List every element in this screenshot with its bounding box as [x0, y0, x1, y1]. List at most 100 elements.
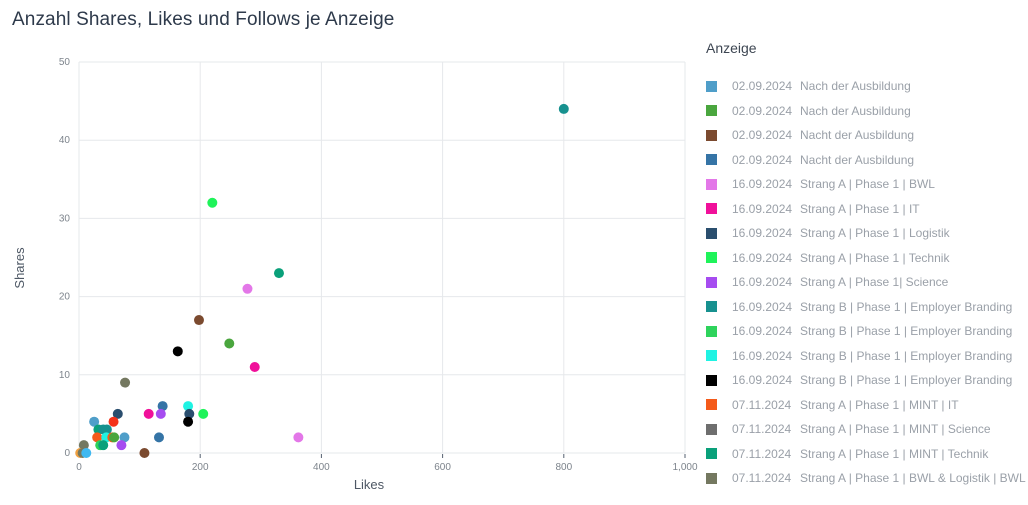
legend-date: 16.09.2024	[732, 177, 793, 192]
data-point[interactable]: 02.09.2024 Nach der Ausbildung — Likes: …	[119, 432, 130, 443]
legend-label: Strang A | Phase 1 | BWL	[800, 177, 935, 192]
legend-date: 16.09.2024	[732, 373, 793, 388]
legend-item[interactable]: 16.09.2024 Strang B | Phase 1 | Employer …	[706, 295, 1026, 320]
legend-label: Strang A | Phase 1 | MINT | Science	[800, 422, 991, 437]
legend-label: Strang A | Phase 1 | IT	[800, 201, 920, 216]
legend-label: Nacht der Ausbildung	[800, 152, 915, 167]
legend-label: Strang A | Phase 1 | Technik	[800, 250, 950, 265]
legend-item[interactable]: 07.11.2024 Strang A | Phase 1 | MINT | Te…	[706, 442, 1026, 467]
y-tick-label: 10	[59, 370, 71, 381]
legend-swatch-icon	[706, 227, 717, 239]
data-point[interactable]: 16.09.2024 Strang B | Phase 1 | Employer…	[172, 346, 183, 357]
legend-swatch-icon	[706, 472, 717, 484]
data-point[interactable]: 16.09.2024 Strang A | Phase 1 | Logistik…	[112, 408, 123, 419]
legend-date: 02.09.2024	[732, 79, 793, 94]
data-point[interactable]: 16.09.2024 Strang B | Phase 1 | Employer…	[101, 424, 112, 435]
legend-label: Strang B | Phase 1 | Employer Branding	[800, 299, 1013, 314]
legend-item[interactable]: 07.11.2024 Strang A | Phase 1 | MINT | Sc…	[706, 417, 1026, 442]
legend-label: Strang B | Phase 1 | Employer Branding	[800, 348, 1013, 363]
y-tick-label: 0	[64, 448, 70, 459]
data-point[interactable]: 02.09.2024 Nacht der Ausbildung — Likes:…	[153, 432, 164, 443]
scatter-plot: 0 10 20 30 40 50 0 200 400 600 800 1,000 Shares Li…	[12, 57, 698, 492]
legend-swatch-icon	[706, 448, 717, 460]
data-point[interactable]: 16.09.2024 Strang A | Phase 1| Science —…	[155, 408, 166, 419]
x-tick-label: 0	[76, 462, 82, 473]
x-tick-label: 600	[434, 462, 451, 473]
data-points: 16.09.2024 Strang B | Phase 1 | Employer…	[75, 103, 569, 458]
data-point[interactable]: Likes: 12, Shares: 0	[81, 448, 92, 458]
legend-date: 02.09.2024	[732, 152, 793, 167]
data-point[interactable]: 16.09.2024 Strang A | Phase 1| Science —…	[116, 440, 127, 451]
legend-swatch-icon	[706, 178, 717, 190]
legend-date: 02.09.2024	[732, 103, 793, 118]
data-point[interactable]: 16.09.2024 Strang A | Phase 1 | BWL — Li…	[293, 432, 304, 443]
legend-item[interactable]: 07.11.2024 Strang A | Phase 1 | BWL & Log…	[706, 466, 1026, 491]
legend-swatch-icon	[706, 374, 717, 386]
legend-date: 07.11.2024	[732, 397, 792, 412]
data-point[interactable]: 07.11.2024 Strang A | Phase 1 | MINT | I…	[92, 432, 103, 443]
legend-label: Strang B | Phase 1 | Employer Branding	[800, 324, 1013, 339]
legend-items: 02.09.2024 Nach der Ausbildung 02.09.2024 N…	[706, 74, 1026, 491]
data-point[interactable]: 02.09.2024 Nach der Ausbildung — Likes: …	[89, 416, 100, 427]
data-point[interactable]: 07.11.2024 Strang A | Phase 1 | MINT | T…	[273, 268, 284, 279]
data-point[interactable]: 07.11.2024 Strang A | Phase 1 | MINT | I…	[108, 416, 119, 427]
legend-item[interactable]: 16.09.2024 Strang A | Phase 1| Science	[706, 270, 1026, 295]
x-tick-label: 1,000	[672, 462, 697, 473]
legend-item[interactable]: 02.09.2024 Nach der Ausbildung	[706, 99, 1026, 124]
legend-item[interactable]: 07.11.2024 Strang A | Phase 1 | MINT | IT	[706, 393, 1026, 418]
data-point[interactable]: 16.09.2024 Strang B | Phase 1 | Employer…	[558, 103, 569, 114]
legend-date: 07.11.2024	[732, 446, 792, 461]
y-tick-label: 50	[59, 57, 71, 68]
x-axis-ticks: 0 200 400 600 800 1,000	[76, 454, 698, 473]
legend-item[interactable]: 02.09.2024 Nacht der Ausbildung	[706, 123, 1026, 148]
legend-swatch-icon	[706, 154, 717, 166]
legend-item[interactable]: 16.09.2024 Strang A | Phase 1 | BWL	[706, 172, 1026, 197]
legend-date: 07.11.2024	[732, 422, 792, 437]
legend-swatch-icon	[706, 325, 717, 337]
legend-swatch-icon	[706, 105, 717, 117]
legend-label: Strang A | Phase 1| Science	[800, 275, 949, 290]
data-point[interactable]: 02.09.2024 Nacht der Ausbildung — Likes:…	[139, 448, 150, 458]
legend-date: 16.09.2024	[732, 299, 793, 314]
y-tick-label: 30	[59, 213, 71, 224]
x-tick-label: 200	[192, 462, 209, 473]
data-point[interactable]: 16.09.2024 Strang B | Phase 1 | Employer…	[183, 401, 194, 412]
data-point[interactable]: 16.09.2024 Strang A | Phase 1 | Logistik…	[184, 408, 195, 419]
chart-title: Anzahl Shares, Likes und Follows je Anze…	[12, 9, 395, 30]
legend-label: Strang A | Phase 1 | MINT | IT	[800, 397, 959, 412]
legend-title: Anzeige	[706, 40, 757, 56]
legend-swatch-icon	[706, 276, 717, 288]
data-point[interactable]: 16.09.2024 Strang A | Phase 1 | Technik …	[207, 197, 218, 208]
data-point[interactable]: 02.09.2024 Nach der Ausbildung — Likes: …	[224, 338, 235, 349]
legend-label: Strang A | Phase 1 | BWL & Logistik | BW…	[800, 471, 1026, 486]
legend-date: 16.09.2024	[732, 226, 793, 241]
legend-item[interactable]: 16.09.2024 Strang A | Phase 1 | Technik	[706, 246, 1026, 271]
legend-date: 02.09.2024	[732, 128, 793, 143]
legend-swatch-icon	[706, 350, 717, 362]
legend-item[interactable]: 16.09.2024 Strang B | Phase 1 | Employer …	[706, 368, 1026, 393]
data-point[interactable]: 07.11.2024 Strang A | Phase 1 | BWL & Lo…	[120, 377, 131, 388]
data-point[interactable]: 02.09.2024 Nach der Ausbildung — Likes: …	[109, 432, 120, 443]
legend-item[interactable]: 16.09.2024 Strang B | Phase 1 | Employer …	[706, 344, 1026, 369]
x-tick-label: 400	[313, 462, 330, 473]
legend-swatch-icon	[706, 301, 717, 313]
legend-item[interactable]: 16.09.2024 Strang B | Phase 1 | Employer …	[706, 319, 1026, 344]
data-point[interactable]: 02.09.2024 Nacht der Ausbildung — Likes:…	[157, 401, 168, 412]
legend-item[interactable]: 02.09.2024 Nach der Ausbildung	[706, 74, 1026, 99]
data-point[interactable]: 16.09.2024 Strang A | Phase 1 | Technik …	[198, 408, 209, 419]
data-point[interactable]: 07.11.2024 Strang A | Phase 1 | BWL & Lo…	[78, 440, 89, 451]
legend-item[interactable]: 16.09.2024 Strang A | Phase 1 | IT	[706, 197, 1026, 222]
y-axis-ticks: 0 10 20 30 40 50	[59, 57, 71, 459]
data-point[interactable]: 16.09.2024 Strang A | Phase 1 | IT — Lik…	[249, 361, 260, 372]
legend-item[interactable]: 16.09.2024 Strang A | Phase 1 | Logistik	[706, 221, 1026, 246]
legend-swatch-icon	[706, 399, 717, 411]
data-point[interactable]: 16.09.2024 Strang A | Phase 1 | BWL — Li…	[242, 283, 253, 294]
x-tick-label: 800	[555, 462, 572, 473]
data-point[interactable]: 16.09.2024 Strang A | Phase 1 | IT — Lik…	[143, 408, 154, 419]
data-point[interactable]: 16.09.2024 Strang B | Phase 1 | Employer…	[183, 416, 194, 427]
data-point[interactable]: 02.09.2024 Nacht der Ausbildung — Likes:…	[193, 315, 204, 326]
legend-item[interactable]: 02.09.2024 Nacht der Ausbildung	[706, 148, 1026, 173]
legend-swatch-icon	[706, 80, 717, 92]
data-point[interactable]: 07.11.2024 Strang A | Phase 1 | MINT | T…	[98, 440, 109, 451]
legend-date: 16.09.2024	[732, 324, 793, 339]
